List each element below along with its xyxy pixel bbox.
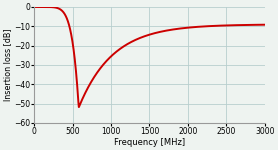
Y-axis label: Insertion loss [dB]: Insertion loss [dB]: [3, 29, 13, 101]
X-axis label: Frequency [MHz]: Frequency [MHz]: [114, 138, 185, 147]
